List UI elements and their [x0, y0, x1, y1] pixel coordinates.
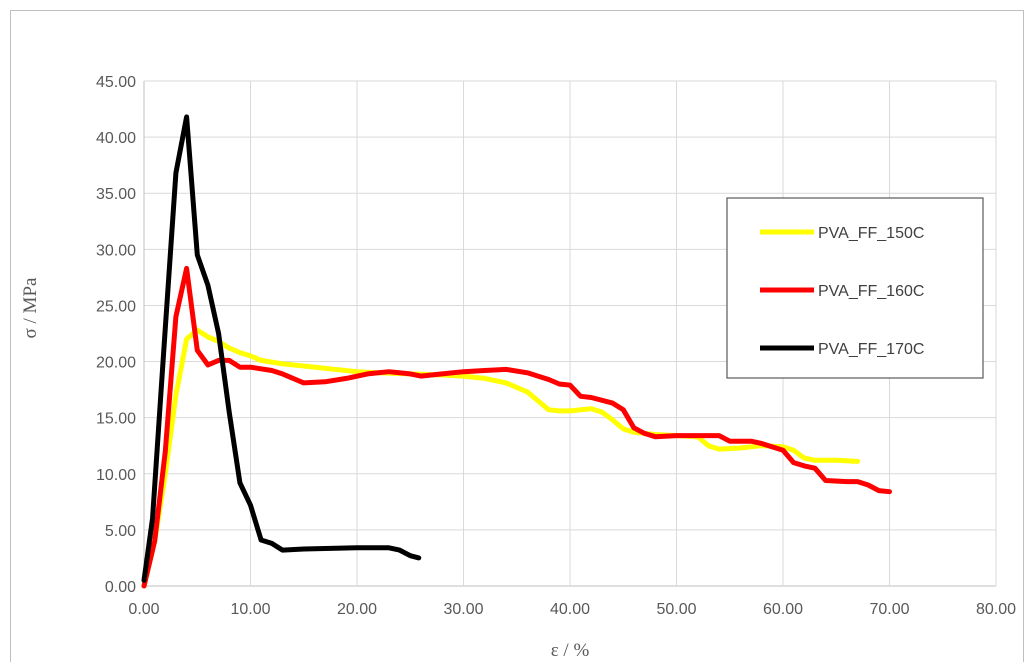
x-tick-labels: 0.00 10.00 20.00 30.00 40.00 50.00 60.00 70.00 8… — [128, 601, 1016, 618]
y-tick-label: 30.00 — [96, 242, 136, 259]
x-tick-label: 80.00 — [976, 601, 1016, 618]
y-tick-label: 35.00 — [96, 186, 136, 203]
y-tick-label: 0.00 — [105, 579, 136, 596]
x-tick-label: 30.00 — [443, 601, 483, 618]
series-line-pva-ff-170c — [141, 114, 422, 583]
gridlines — [143, 80, 997, 587]
y-tick-label: 5.00 — [105, 523, 136, 540]
x-tick-label: 20.00 — [337, 601, 377, 618]
y-tick-label: 15.00 — [96, 411, 136, 428]
y-tick-label: 45.00 — [96, 74, 136, 91]
x-tick-label: 70.00 — [869, 601, 909, 618]
y-tick-label: 25.00 — [96, 298, 136, 315]
series-line-pva-ff-160c — [141, 265, 892, 589]
legend-label-170c: PVA_FF_170C — [818, 341, 924, 358]
x-tick-label: 0.00 — [128, 601, 159, 618]
legend-label-150c: PVA_FF_150C — [818, 225, 924, 242]
series-lines — [141, 114, 892, 589]
legend-label-160c: PVA_FF_160C — [818, 283, 924, 300]
x-tick-label: 10.00 — [230, 601, 270, 618]
legend: PVA_FF_150C PVA_FF_160C PVA_FF_170C — [726, 197, 984, 379]
y-tick-label: 40.00 — [96, 130, 136, 147]
x-tick-label: 40.00 — [550, 601, 590, 618]
x-tick-label: 60.00 — [763, 601, 803, 618]
y-tick-labels: 0.00 5.00 10.00 15.00 20.00 25.00 30.00 35.00 40… — [96, 74, 136, 596]
y-axis-title: σ / MPa — [20, 277, 41, 338]
y-tick-label: 20.00 — [96, 355, 136, 372]
x-tick-label: 50.00 — [656, 601, 696, 618]
y-tick-label: 10.00 — [96, 467, 136, 484]
x-axis-title: ε / % — [551, 640, 590, 661]
